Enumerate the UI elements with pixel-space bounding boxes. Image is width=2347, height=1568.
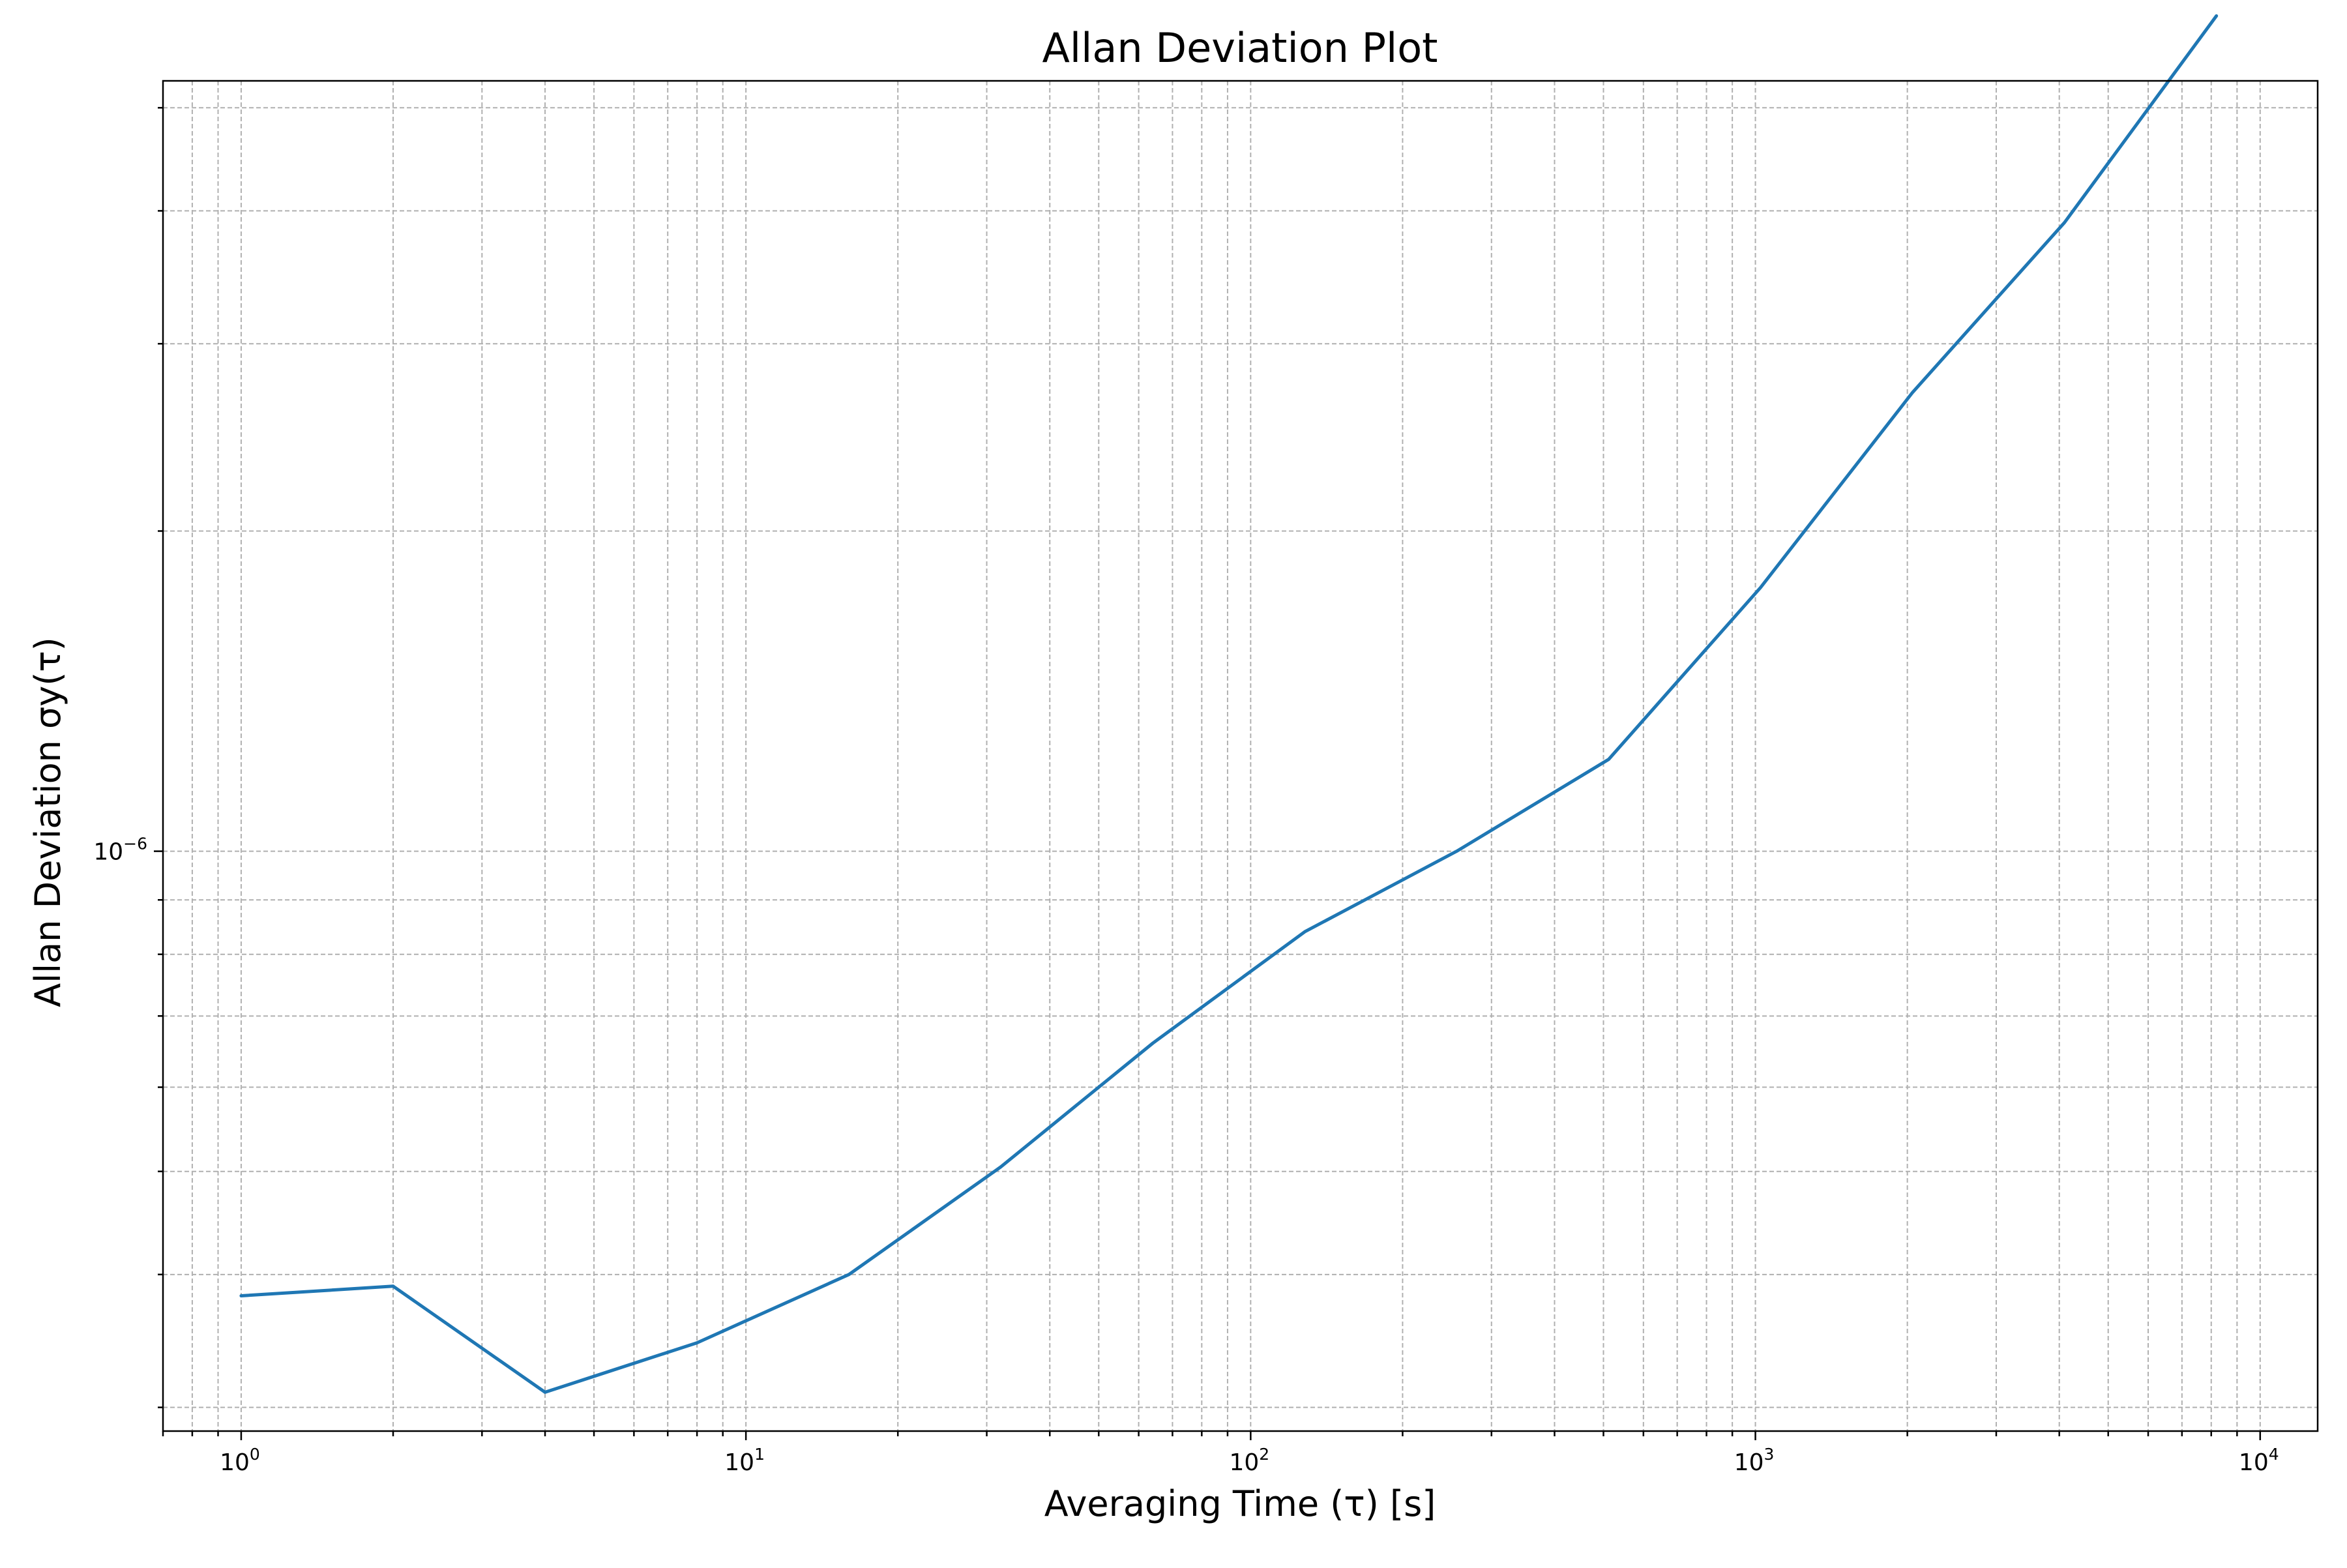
series-line-1 (239, 14, 2219, 1394)
y-axis-label: Allan Deviation σy(τ) (27, 637, 68, 1007)
axis-ticks (154, 107, 2262, 1440)
x-tick-label: 101 (724, 1445, 765, 1476)
x-axis-label: Averaging Time (τ) [s] (1044, 1483, 1436, 1524)
y-tick-label: 10−6 (93, 835, 147, 866)
plot-area-frame (162, 80, 2319, 1432)
series-layer (239, 14, 2219, 1394)
chart-title: Allan Deviation Plot (1042, 24, 1438, 72)
x-tick-label: 100 (220, 1445, 260, 1476)
x-tick-label: 102 (1229, 1445, 1269, 1476)
x-tick-label: 104 (2239, 1445, 2279, 1476)
x-tick-label: 103 (1734, 1445, 1775, 1476)
major-grid (163, 81, 2318, 1431)
tick-labels: 100 101 102 103 104 10−6 (93, 835, 2279, 1476)
minor-grid (162, 81, 2318, 1431)
